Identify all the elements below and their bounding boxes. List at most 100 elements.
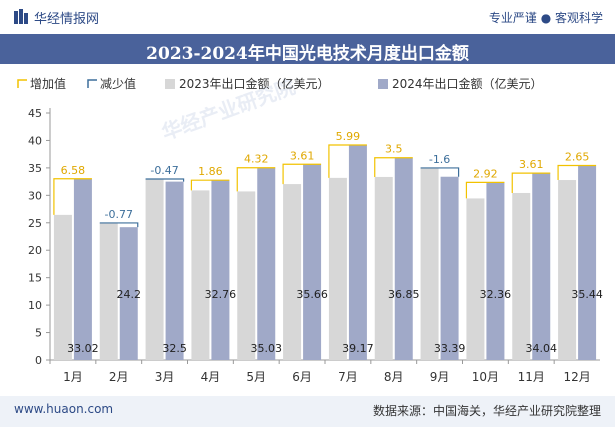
brand-logo-icon <box>14 9 28 24</box>
bar-2023 <box>420 167 439 360</box>
bar-2024 <box>348 145 367 360</box>
bar-chart: 华经产业研究院0510152025303540456.5833.021月-0.7… <box>17 74 603 384</box>
change-value-label: 5.99 <box>336 130 361 143</box>
x-tick-label: 6月 <box>292 370 312 384</box>
site-url[interactable]: www.huaon.com <box>14 402 114 416</box>
legend-2024-swatch <box>378 79 388 89</box>
bar-2023 <box>191 190 210 360</box>
change-value-label: 3.61 <box>519 158 544 171</box>
bar-2023 <box>53 214 72 360</box>
change-value-label: -1.6 <box>429 153 450 166</box>
chart-title: 2023-2024年中国光电技术月度出口金额 <box>146 44 469 64</box>
x-tick-label: 4月 <box>201 370 221 384</box>
top-bar: 华经情报网 专业严谨 ● 客观科学 <box>0 0 615 34</box>
value-label-2024: 32.76 <box>205 288 237 301</box>
y-tick-label: 15 <box>28 272 42 285</box>
x-tick-label: 1月 <box>63 370 83 384</box>
change-value-label: 1.86 <box>198 165 223 178</box>
value-label-2024: 24.2 <box>117 288 142 301</box>
value-label-2024: 32.36 <box>480 288 512 301</box>
legend-2024-label: 2024年出口金额（亿美元） <box>392 76 543 91</box>
title-bar: 2023-2024年中国光电技术月度出口金额 <box>0 34 615 64</box>
change-bracket <box>145 178 185 182</box>
x-tick-label: 3月 <box>155 370 175 384</box>
change-bracket <box>282 163 322 185</box>
legend-increase-swatch <box>17 79 27 88</box>
bar-2024 <box>440 176 459 360</box>
bar-2023 <box>99 222 118 360</box>
value-label-2024: 33.02 <box>67 342 99 355</box>
bar-2024 <box>73 178 92 360</box>
y-tick-label: 0 <box>35 354 42 367</box>
y-tick-label: 5 <box>35 327 42 340</box>
x-tick-label: 9月 <box>430 370 450 384</box>
change-bracket <box>236 167 276 192</box>
bar-2024 <box>303 164 322 360</box>
y-tick-label: 30 <box>28 189 42 202</box>
change-bracket <box>420 167 460 177</box>
bar-2024 <box>211 180 230 360</box>
change-bracket <box>511 172 551 193</box>
bar-2023 <box>328 177 347 360</box>
bar-2023 <box>145 179 164 360</box>
bar-2023 <box>558 180 577 360</box>
x-tick-label: 5月 <box>246 370 266 384</box>
brand-name: 华经情报网 <box>34 12 100 27</box>
y-tick-label: 20 <box>28 244 42 257</box>
change-value-label: 3.61 <box>290 149 315 162</box>
y-tick-label: 40 <box>28 134 42 147</box>
tagline: 专业严谨 ● 客观科学 <box>488 11 603 25</box>
change-value-label: -0.77 <box>105 208 133 221</box>
bar-2024 <box>394 157 413 360</box>
change-bracket <box>557 164 597 181</box>
value-label-2024: 33.39 <box>434 342 466 355</box>
value-label-2024: 35.66 <box>296 288 328 301</box>
y-tick-label: 35 <box>28 162 42 175</box>
x-tick-label: 12月 <box>563 370 590 384</box>
bar-2023 <box>283 184 302 360</box>
change-bracket <box>374 157 413 177</box>
bar-2024 <box>257 167 276 360</box>
legend-2023-label: 2023年出口金额（亿美元） <box>179 76 330 91</box>
bar-2024 <box>119 227 138 360</box>
change-value-label: -0.47 <box>150 164 178 177</box>
data-source: 数据来源：中国海关，华经产业研究院整理 <box>372 404 601 418</box>
change-value-label: 2.65 <box>565 150 590 163</box>
bar-2024 <box>578 165 597 360</box>
bar-2023 <box>374 176 393 360</box>
change-bracket <box>99 222 139 228</box>
value-label-2024: 34.04 <box>526 342 558 355</box>
value-label-2024: 32.5 <box>162 342 187 355</box>
change-bracket <box>190 179 230 191</box>
bar-2023 <box>237 191 256 360</box>
legend-decrease-label: 减少值 <box>100 76 136 91</box>
value-label-2024: 36.85 <box>388 288 420 301</box>
change-value-label: 3.5 <box>385 143 403 156</box>
change-bracket <box>328 144 367 178</box>
bar-2023 <box>466 198 485 360</box>
x-tick-label: 7月 <box>338 370 358 384</box>
x-tick-label: 10月 <box>472 370 499 384</box>
bar-2023 <box>512 192 531 360</box>
x-tick-label: 2月 <box>109 370 129 384</box>
value-label-2024: 35.03 <box>251 342 283 355</box>
legend-decrease-swatch <box>87 79 97 88</box>
value-label-2024: 39.17 <box>342 342 374 355</box>
bar-2024 <box>165 181 184 360</box>
legend-increase-label: 增加值 <box>30 76 66 91</box>
legend-2023-swatch <box>165 79 175 89</box>
footer-bar: www.huaon.com 数据来源：中国海关，华经产业研究院整理 <box>0 396 615 427</box>
y-tick-label: 45 <box>28 107 42 120</box>
change-bracket <box>53 178 92 215</box>
bar-2024 <box>486 182 505 360</box>
change-bracket <box>465 181 505 199</box>
change-value-label: 4.32 <box>244 153 269 166</box>
x-tick-label: 11月 <box>518 370 545 384</box>
value-label-2024: 35.44 <box>571 288 603 301</box>
change-value-label: 6.58 <box>61 164 86 177</box>
y-tick-label: 10 <box>28 299 42 312</box>
bar-2024 <box>532 173 551 360</box>
change-value-label: 2.92 <box>473 167 498 180</box>
x-tick-label: 8月 <box>384 370 404 384</box>
y-tick-label: 25 <box>28 217 42 230</box>
